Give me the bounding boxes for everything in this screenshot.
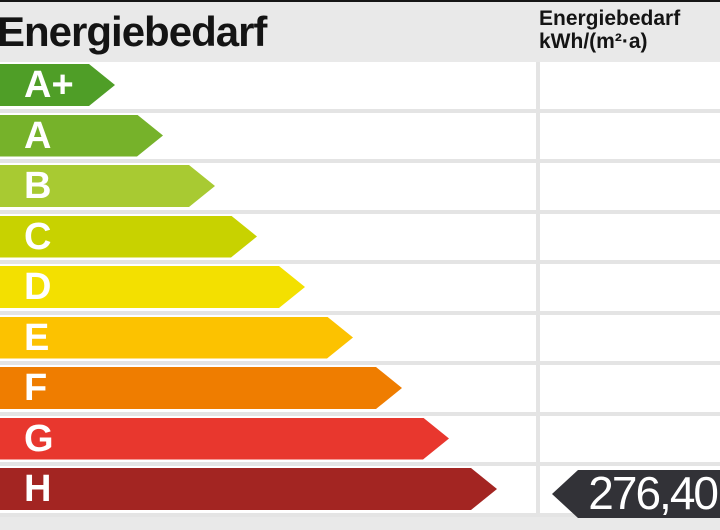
band-arrow-a: A xyxy=(0,115,163,157)
scale-row-a: A xyxy=(0,112,720,163)
scale-row-f: F xyxy=(0,365,720,416)
scale-rows: A+ A B C D E F G H xyxy=(0,62,720,517)
band-arrow-d: D xyxy=(0,266,305,308)
band-arrow-b: B xyxy=(0,165,215,207)
scale-row-b: B xyxy=(0,163,720,214)
top-border xyxy=(0,0,720,2)
unit-header-line2: kWh/(m²·a) xyxy=(539,30,648,53)
indicator-value-tag: 276,40 xyxy=(552,470,720,518)
band-arrow-h: H xyxy=(0,468,497,510)
scale-row-c: C xyxy=(0,213,720,264)
scale-row-d: D xyxy=(0,264,720,315)
header: Energiebedarf Energiebedarf kWh/(m²·a) xyxy=(0,2,720,62)
band-arrow-g: G xyxy=(0,418,449,460)
page-title: Energiebedarf xyxy=(0,8,267,55)
band-arrow-f: F xyxy=(0,367,402,409)
scale-row-g: G xyxy=(0,415,720,466)
band-arrow-c: C xyxy=(0,216,257,258)
band-arrow-e: E xyxy=(0,317,353,359)
unit-header-line1: Energiebedarf xyxy=(539,7,681,30)
unit-column-header: Energiebedarf kWh/(m²·a) xyxy=(539,7,680,53)
scale-row-a-plus: A+ xyxy=(0,62,720,113)
scale-row-e: E xyxy=(0,314,720,365)
value-column-divider xyxy=(536,62,540,517)
band-arrow-a-plus: A+ xyxy=(0,64,115,106)
